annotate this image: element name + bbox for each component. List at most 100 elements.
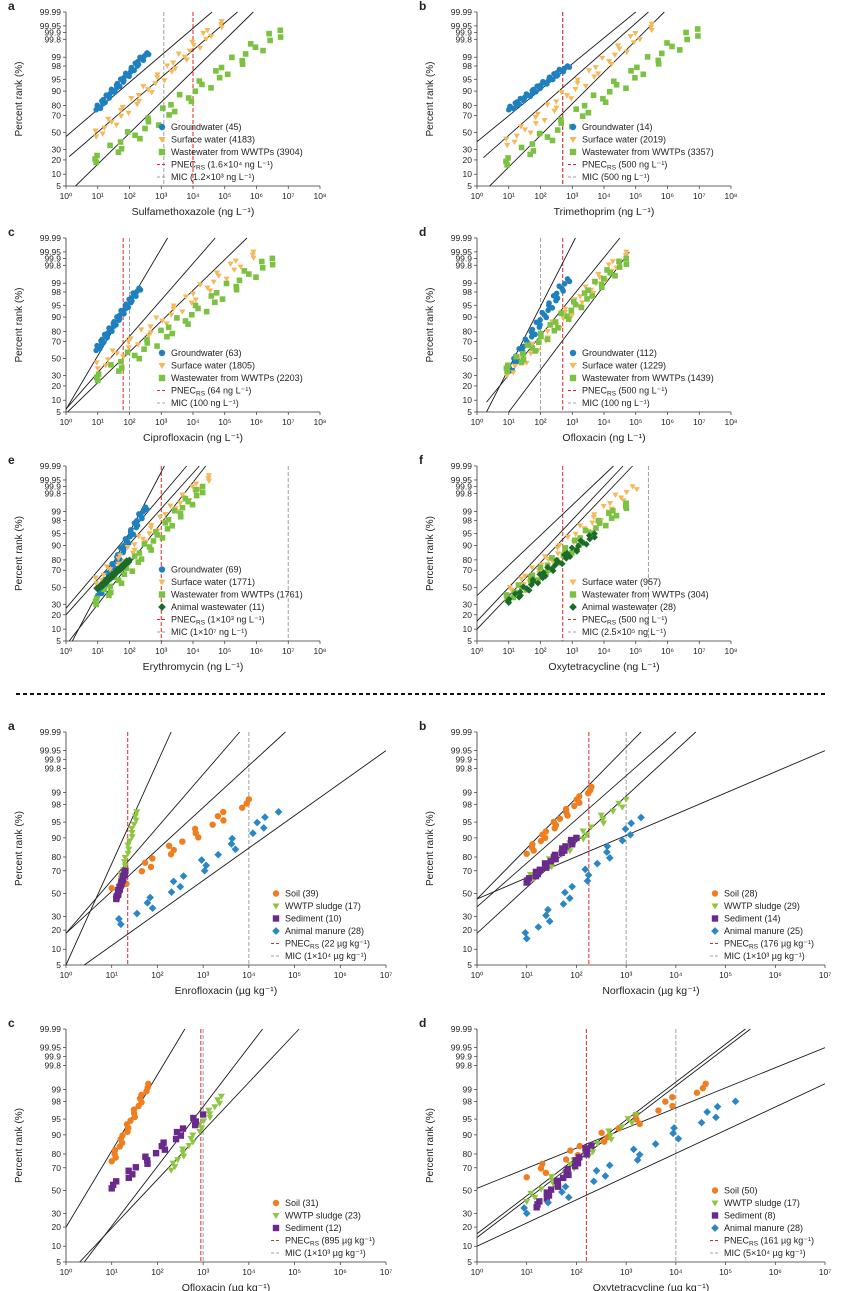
data-point [136, 550, 143, 556]
series-sediment [113, 867, 129, 903]
data-point [530, 148, 537, 154]
data-point [177, 513, 184, 520]
legend-label: Wastewater from WWTPs (1761) [171, 590, 303, 600]
y-tick-label: 90 [52, 1130, 62, 1140]
data-point [207, 288, 214, 294]
data-point [179, 872, 188, 880]
data-point [188, 311, 195, 318]
data-point [592, 278, 598, 285]
data-point [131, 553, 138, 559]
data-point [618, 1124, 626, 1131]
data-point [93, 595, 100, 602]
legend-subscript: RS [196, 620, 206, 627]
data-point [628, 1120, 636, 1127]
data-point [569, 591, 577, 598]
legend-label: Animal manure (28) [285, 926, 364, 936]
data-point [521, 573, 529, 580]
legend-prefix: MIC [724, 951, 741, 961]
legend-item: Wastewater from WWTPs (2203) [158, 373, 303, 383]
data-point [544, 336, 551, 343]
x-tick-label: 10¹ [106, 1267, 118, 1277]
y-tick-label: 20 [463, 610, 473, 620]
data-point [111, 1146, 119, 1154]
data-point [624, 1116, 632, 1123]
data-point [572, 1157, 579, 1164]
data-point [133, 809, 141, 816]
data-point [605, 1128, 613, 1135]
data-point [218, 19, 225, 25]
data-point [127, 336, 134, 342]
y-axis-title: Percent rank (%) [14, 811, 25, 886]
legend-subscript: RS [310, 1241, 320, 1248]
fit-line [83, 1028, 263, 1262]
legend-item: Groundwater (45) [158, 122, 242, 132]
data-point [513, 353, 519, 360]
data-point [593, 525, 599, 531]
data-point [511, 590, 519, 598]
data-point [119, 354, 127, 360]
fit-line [486, 237, 576, 412]
legend-prefix: MIC [171, 172, 188, 182]
data-point [258, 258, 265, 265]
x-tick-label: 10² [570, 970, 582, 980]
legend-item: PNECRS (500 ng L⁻¹) [568, 386, 667, 398]
data-point [147, 863, 155, 871]
data-point [112, 1178, 120, 1185]
fit-line [66, 731, 241, 934]
y-tick-label: 90 [463, 1130, 473, 1140]
data-point [109, 1181, 117, 1189]
legend-label: MIC (500 ng L⁻¹) [582, 172, 650, 182]
data-point [158, 579, 166, 586]
data-point [622, 796, 630, 803]
legend-item: Wastewater from WWTPs (304) [569, 590, 709, 600]
y-tick-label: 98 [52, 287, 62, 297]
data-point [558, 560, 566, 568]
data-point [515, 582, 522, 588]
data-point [242, 51, 249, 57]
data-point [179, 492, 186, 498]
data-point [569, 550, 575, 556]
data-point [603, 848, 611, 856]
series-groundwater [93, 50, 152, 113]
legend-suffix: (2.5×10⁵ ng L⁻¹) [599, 627, 667, 637]
data-point [224, 71, 231, 78]
legend: Groundwater (112) Surface water (1229) Was… [568, 348, 714, 408]
x-tick-label: 10⁵ [719, 1267, 732, 1277]
data-point [166, 112, 172, 118]
data-point [585, 532, 593, 539]
legend-suffix: (500 ng L⁻¹) [599, 172, 650, 182]
data-point [197, 856, 206, 864]
data-point [136, 285, 142, 292]
series-surface [92, 19, 225, 140]
x-tick-label: 10⁴ [597, 191, 610, 201]
data-point [711, 1212, 719, 1219]
legend-subscript: RS [749, 1241, 759, 1248]
legend-label: WWTP sludge (17) [724, 1198, 800, 1208]
data-point [628, 68, 634, 74]
panel-6: a 5 10 20 30 50 70 80 90 95 98 99 99.899.999.95 99.99… [8, 719, 392, 997]
data-point [158, 374, 166, 382]
data-point [259, 824, 268, 832]
data-point [565, 894, 574, 903]
y-tick-label: 99.9 [44, 253, 61, 263]
data-point [192, 302, 199, 309]
data-point [558, 120, 565, 126]
data-point [182, 495, 189, 502]
data-point [581, 102, 588, 109]
data-point [250, 249, 257, 255]
y-tick-label: 90 [463, 541, 473, 551]
y-tick-label: 99.95 [451, 21, 473, 31]
data-point [553, 105, 560, 111]
data-point [595, 71, 602, 77]
legend-item: PNECRS (161 µg kg⁻¹) [710, 1236, 814, 1248]
legend-item: Animal manure (28) [272, 926, 364, 936]
legend-item: MIC (100 ng L⁻¹) [157, 398, 239, 408]
data-point [599, 284, 605, 291]
x-tick-label: 10³ [566, 417, 578, 427]
legend-item: PNECRS (500 ng L⁻¹) [568, 160, 667, 172]
data-point [196, 45, 204, 52]
data-point [94, 377, 101, 384]
legend-label: Groundwater (14) [582, 122, 653, 132]
data-point [662, 1098, 669, 1105]
